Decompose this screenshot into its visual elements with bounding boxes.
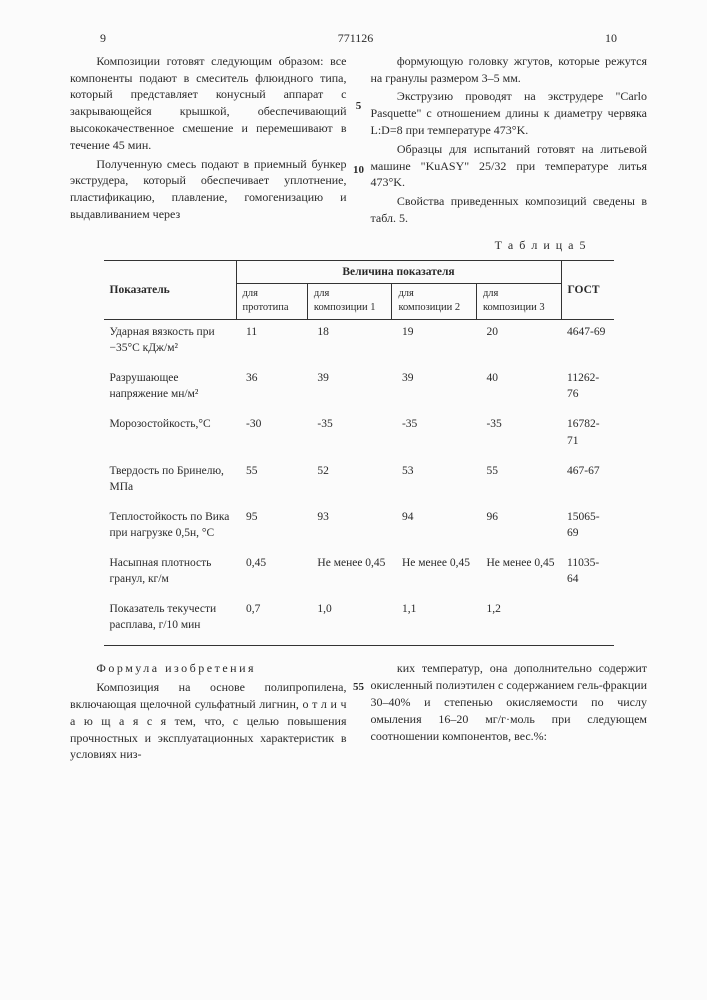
cell: -35: [476, 412, 561, 458]
cell: 52: [307, 459, 392, 505]
col-subheader: для композиции 3: [476, 283, 561, 319]
paragraph: Образцы для испытаний готовят на литьево…: [371, 141, 648, 191]
cell: 1,1: [392, 597, 477, 646]
cell: 96: [476, 505, 561, 551]
paragraph: ких температур, она дополнительно содерж…: [371, 660, 648, 744]
col-subheader: для прототипа: [236, 283, 307, 319]
cell: 53: [392, 459, 477, 505]
row-label: Морозостойкость,°C: [104, 412, 237, 458]
claims-title-text: Формула изобретения: [96, 661, 256, 675]
paragraph: Экструзию проводят на экструдере "Carlo …: [371, 88, 648, 138]
cell: -30: [236, 412, 307, 458]
claims-section: 55 Формула изобретения Композиция на осн…: [70, 660, 647, 765]
claims-right: ких температур, она дополнительно содерж…: [371, 660, 648, 765]
cell: 11: [236, 320, 307, 367]
row-label: Разрушающее напряжение мн/м²: [104, 366, 237, 412]
cell: 0,7: [236, 597, 307, 646]
paragraph: Композиции готовят следующим образом: вс…: [70, 53, 347, 154]
table-row: Теплостойкость по Вика при нагрузке 0,5н…: [104, 505, 614, 551]
table-row: Твердость по Бринелю, МПа 55 52 53 55 46…: [104, 459, 614, 505]
cell: 93: [307, 505, 392, 551]
paragraph: Композиция на основе полипропилена, вклю…: [70, 679, 347, 763]
claims-title: Формула изобретения: [70, 660, 347, 677]
cell: 0,45: [236, 551, 307, 597]
paragraph: Полученную смесь подают в приемный бунке…: [70, 156, 347, 223]
cell: -35: [307, 412, 392, 458]
row-label: Твердость по Бринелю, МПа: [104, 459, 237, 505]
row-label: Насыпная плотность гранул, кг/м: [104, 551, 237, 597]
cell: 11035-64: [561, 551, 614, 597]
cell: 40: [476, 366, 561, 412]
cell: Не менее 0,45: [476, 551, 561, 597]
table-row: Показатель текучести расплава, г/10 мин …: [104, 597, 614, 646]
cell: 55: [476, 459, 561, 505]
cell: Не менее 0,45: [392, 551, 477, 597]
cell: 4647-69: [561, 320, 614, 367]
properties-table: Показатель Величина показателя ГОСТ для …: [104, 260, 614, 647]
cell: Не менее 0,45: [307, 551, 392, 597]
paragraph: формующую головку жгутов, которые режутс…: [371, 53, 648, 87]
page-num-right: 10: [605, 30, 617, 47]
cell: [561, 597, 614, 646]
table-row: Насыпная плотность гранул, кг/м 0,45 Не …: [104, 551, 614, 597]
cell: 1,0: [307, 597, 392, 646]
claims-left: Формула изобретения Композиция на основе…: [70, 660, 347, 765]
table-row: Ударная вязкость при −35°C кДж/м² 11 18 …: [104, 320, 614, 367]
table-row: Морозостойкость,°C -30 -35 -35 -35 16782…: [104, 412, 614, 458]
cell: 39: [392, 366, 477, 412]
cell: 467-67: [561, 459, 614, 505]
col-header: ГОСТ: [561, 260, 614, 319]
col-subheader: для композиции 1: [307, 283, 392, 319]
cell: 95: [236, 505, 307, 551]
table-row: Разрушающее напряжение мн/м² 36 39 39 40…: [104, 366, 614, 412]
left-column: Композиции готовят следующим образом: вс…: [70, 53, 347, 229]
table-header-row: Показатель Величина показателя ГОСТ: [104, 260, 614, 283]
cell: 20: [476, 320, 561, 367]
patent-number: 771126: [338, 30, 374, 47]
col-subheader: для композиции 2: [392, 283, 477, 319]
col-header: Величина показателя: [236, 260, 561, 283]
right-column: формующую головку жгутов, которые режутс…: [371, 53, 648, 229]
cell: 36: [236, 366, 307, 412]
cell: 18: [307, 320, 392, 367]
row-label: Показатель текучести расплава, г/10 мин: [104, 597, 237, 646]
page-header: 9 771126 10: [70, 30, 647, 47]
table-caption: Т а б л и ц а 5: [70, 237, 647, 254]
cell: 94: [392, 505, 477, 551]
body-columns: 5 10 Композиции готовят следующим образо…: [70, 53, 647, 229]
cell: 15065-69: [561, 505, 614, 551]
cell: 55: [236, 459, 307, 505]
page-num-left: 9: [100, 30, 106, 47]
row-label: Ударная вязкость при −35°C кДж/м²: [104, 320, 237, 367]
line-mark-10: 10: [353, 163, 364, 178]
cell: 1,2: [476, 597, 561, 646]
row-label: Теплостойкость по Вика при нагрузке 0,5н…: [104, 505, 237, 551]
cell: -35: [392, 412, 477, 458]
col-header: Показатель: [104, 260, 237, 319]
cell: 16782-71: [561, 412, 614, 458]
cell: 11262-76: [561, 366, 614, 412]
paragraph: Свойства приведенных композиций сведены …: [371, 193, 648, 227]
line-mark-55: 55: [353, 680, 364, 695]
cell: 19: [392, 320, 477, 367]
line-mark-5: 5: [356, 99, 362, 114]
cell: 39: [307, 366, 392, 412]
